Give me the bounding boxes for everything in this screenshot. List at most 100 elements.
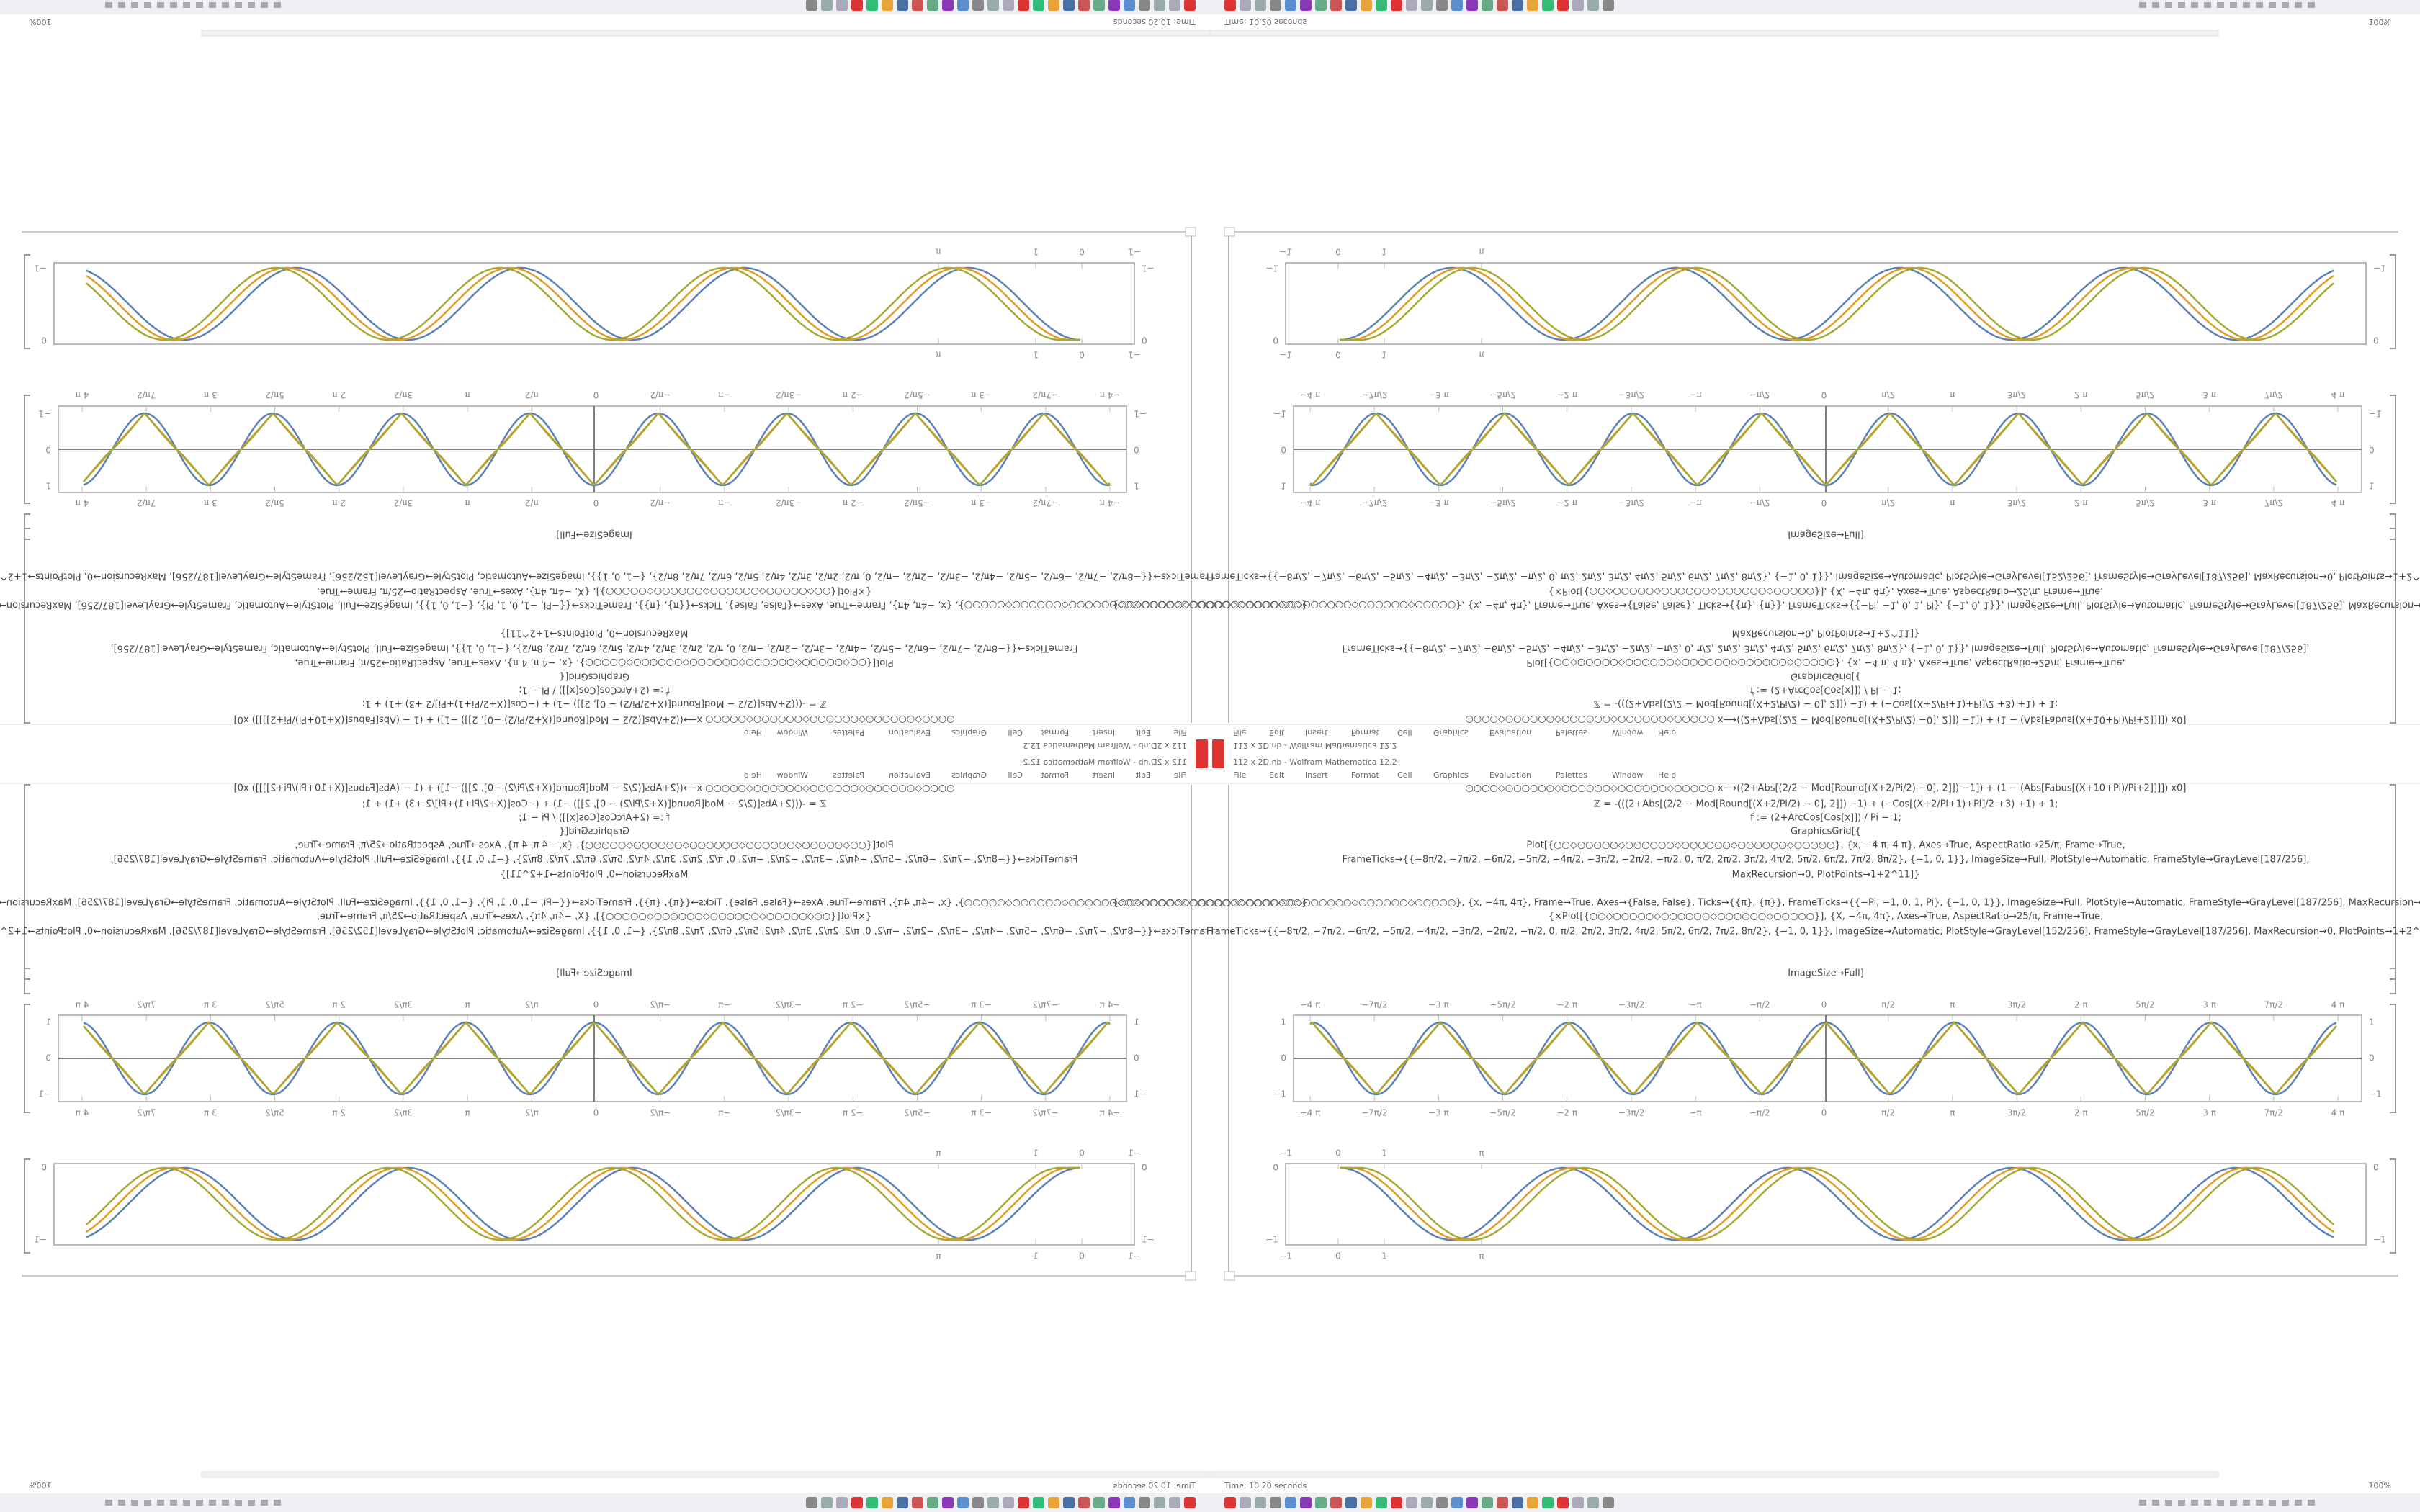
taskbar-icon[interactable] — [1421, 0, 1433, 11]
taskbar-icon[interactable] — [1557, 0, 1569, 11]
taskbar-icon[interactable] — [1361, 1497, 1372, 1508]
taskbar-icon[interactable] — [1300, 0, 1312, 11]
taskbar-icon[interactable] — [1018, 1497, 1029, 1508]
taskbar-icon[interactable] — [1124, 1497, 1135, 1508]
taskbar-icon[interactable] — [866, 0, 878, 11]
taskbar-icon[interactable] — [1169, 0, 1180, 11]
taskbar-icon[interactable] — [1154, 1497, 1165, 1508]
taskbar-icon[interactable] — [1572, 0, 1584, 11]
taskbar-icon[interactable] — [912, 1497, 923, 1508]
menu-item[interactable]: Format — [1041, 728, 1069, 737]
menu-item[interactable]: Cell — [1397, 728, 1412, 737]
menu-item[interactable]: File — [1233, 770, 1247, 780]
taskbar-icon[interactable] — [1063, 0, 1075, 11]
menu-item[interactable]: Evaluation — [889, 728, 931, 737]
menu-item[interactable]: Palettes — [833, 770, 864, 780]
menu-item[interactable]: Evaluation — [1489, 770, 1531, 780]
taskbar-icon[interactable] — [927, 0, 938, 11]
menu-item[interactable]: File — [1173, 728, 1187, 737]
taskbar-icon[interactable] — [1406, 1497, 1417, 1508]
taskbar-icon[interactable] — [806, 1497, 817, 1508]
taskbar-icon[interactable] — [1482, 0, 1493, 11]
taskbar-icon[interactable] — [897, 0, 908, 11]
menu-item[interactable]: Insert — [1305, 770, 1328, 780]
taskbar-icon[interactable] — [1512, 1497, 1523, 1508]
taskbar-icon[interactable] — [851, 0, 863, 11]
menu-item[interactable]: Window — [777, 770, 808, 780]
taskbar-icon[interactable] — [1603, 1497, 1614, 1508]
taskbar-icon[interactable] — [1285, 0, 1296, 11]
taskbar-icon[interactable] — [1184, 1497, 1196, 1508]
menu-item[interactable]: Cell — [1397, 770, 1412, 780]
taskbar-icon[interactable] — [821, 1497, 833, 1508]
menu-item[interactable]: Format — [1041, 770, 1069, 780]
taskbar-icon[interactable] — [1603, 0, 1614, 11]
taskbar-icon[interactable] — [882, 0, 893, 11]
taskbar-icon[interactable] — [1108, 0, 1120, 11]
taskbar-icon[interactable] — [1436, 1497, 1448, 1508]
taskbar-icon[interactable] — [1048, 0, 1059, 11]
taskbar-icon[interactable] — [1391, 1497, 1402, 1508]
menu-item[interactable]: Insert — [1305, 728, 1328, 737]
taskbar-icon[interactable] — [972, 0, 984, 11]
taskbar-icon[interactable] — [927, 1497, 938, 1508]
taskbar-icon[interactable] — [1139, 1497, 1150, 1508]
menu-item[interactable]: Edit — [1135, 770, 1151, 780]
taskbar-icon[interactable] — [1154, 0, 1165, 11]
menu-item[interactable]: Help — [1658, 728, 1676, 737]
menu-item[interactable]: Palettes — [1556, 728, 1587, 737]
taskbar-icon[interactable] — [1169, 1497, 1180, 1508]
menu-item[interactable]: Help — [744, 728, 762, 737]
taskbar-icon[interactable] — [1048, 1497, 1059, 1508]
taskbar-icon[interactable] — [957, 1497, 969, 1508]
taskbar-icon[interactable] — [972, 1497, 984, 1508]
taskbar-icon[interactable] — [1003, 0, 1014, 11]
menu-item[interactable]: Cell — [1008, 770, 1023, 780]
menu-item[interactable]: Window — [1612, 728, 1643, 737]
taskbar-icon[interactable] — [1587, 0, 1599, 11]
taskbar-icon[interactable] — [1587, 1497, 1599, 1508]
taskbar-icon[interactable] — [1093, 1497, 1105, 1508]
menu-item[interactable]: Edit — [1269, 770, 1285, 780]
menu-item[interactable]: Insert — [1092, 770, 1115, 780]
taskbar-icon[interactable] — [1124, 0, 1135, 11]
taskbar-icon[interactable] — [1361, 0, 1372, 11]
taskbar-icon[interactable] — [1345, 0, 1357, 11]
menu-item[interactable]: Format — [1351, 728, 1379, 737]
taskbar-icon[interactable] — [1542, 0, 1554, 11]
taskbar-icon[interactable] — [1345, 1497, 1357, 1508]
taskbar-icon[interactable] — [1003, 1497, 1014, 1508]
taskbar-icon[interactable] — [942, 0, 954, 11]
taskbar-icon[interactable] — [1466, 1497, 1478, 1508]
taskbar-icon[interactable] — [1270, 1497, 1281, 1508]
menu-item[interactable]: File — [1233, 728, 1247, 737]
menu-item[interactable]: Cell — [1008, 728, 1023, 737]
taskbar-icon[interactable] — [1240, 1497, 1251, 1508]
taskbar-icon[interactable] — [1557, 1497, 1569, 1508]
taskbar-icon[interactable] — [1078, 1497, 1090, 1508]
menu-item[interactable]: Palettes — [1556, 770, 1587, 780]
taskbar-icon[interactable] — [1033, 0, 1044, 11]
menu-item[interactable]: Evaluation — [889, 770, 931, 780]
taskbar-icon[interactable] — [1512, 0, 1523, 11]
taskbar-icon[interactable] — [1255, 0, 1266, 11]
taskbar-icon[interactable] — [1184, 0, 1196, 11]
taskbar-icon[interactable] — [912, 0, 923, 11]
taskbar-icon[interactable] — [1255, 1497, 1266, 1508]
taskbar-icon[interactable] — [1224, 0, 1236, 11]
taskbar-icon[interactable] — [987, 1497, 999, 1508]
menu-item[interactable]: Evaluation — [1489, 728, 1531, 737]
taskbar-icon[interactable] — [1270, 0, 1281, 11]
menu-item[interactable]: File — [1173, 770, 1187, 780]
taskbar-icon[interactable] — [1466, 0, 1478, 11]
taskbar-icon[interactable] — [882, 1497, 893, 1508]
taskbar-icon[interactable] — [1421, 1497, 1433, 1508]
menu-item[interactable]: Edit — [1269, 728, 1285, 737]
menu-item[interactable]: Insert — [1092, 728, 1115, 737]
menu-item[interactable]: Graphics — [1433, 728, 1469, 737]
taskbar-icon[interactable] — [1078, 0, 1090, 11]
taskbar-icon[interactable] — [1285, 1497, 1296, 1508]
menu-item[interactable]: Help — [744, 770, 762, 780]
menu-item[interactable]: Palettes — [833, 728, 864, 737]
menu-item[interactable]: Window — [777, 728, 808, 737]
